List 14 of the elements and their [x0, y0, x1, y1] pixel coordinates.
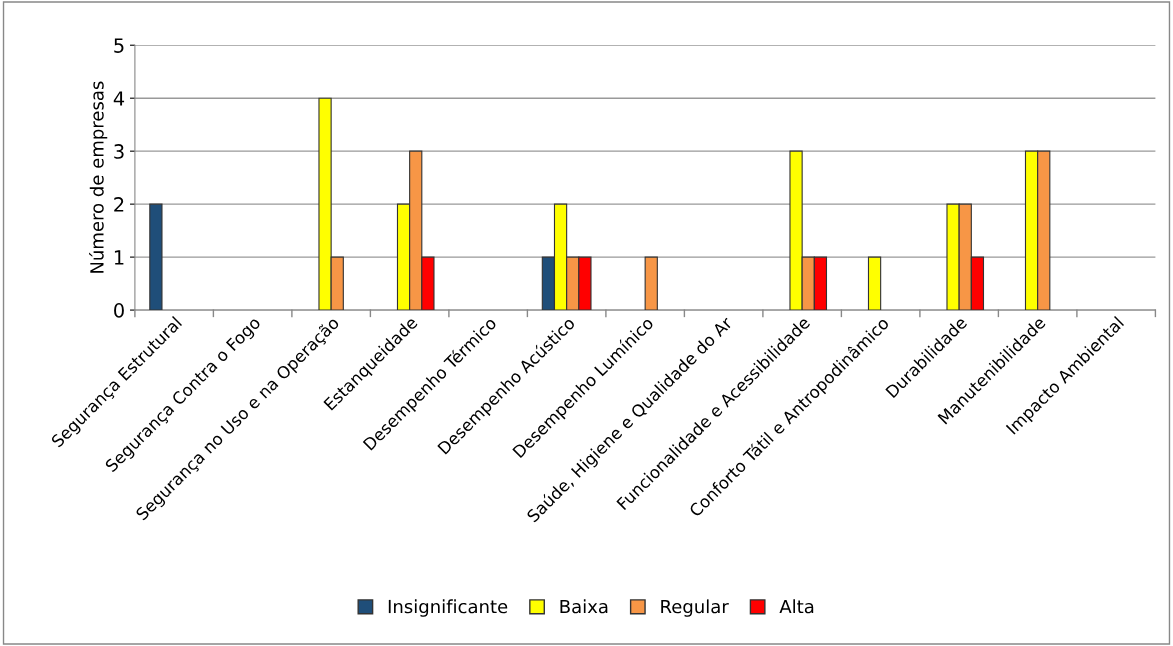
y-tick-label: 1 — [114, 250, 124, 265]
legend-label: Alta — [779, 599, 814, 614]
bar — [644, 256, 658, 311]
legend-label: Baixa — [560, 599, 608, 614]
y-tick-label: 3 — [114, 144, 124, 159]
legend-label: Insignificante — [388, 599, 508, 617]
y-axis-title: Número de empresas — [89, 81, 108, 273]
bar — [149, 203, 163, 311]
y-tick-label: 0 — [114, 303, 124, 318]
legend-label: Regular — [661, 599, 729, 617]
bar — [867, 256, 882, 311]
y-tick-label: 5 — [114, 38, 124, 53]
y-tick-label: 2 — [114, 197, 124, 212]
y-tick-label: 4 — [113, 91, 125, 106]
